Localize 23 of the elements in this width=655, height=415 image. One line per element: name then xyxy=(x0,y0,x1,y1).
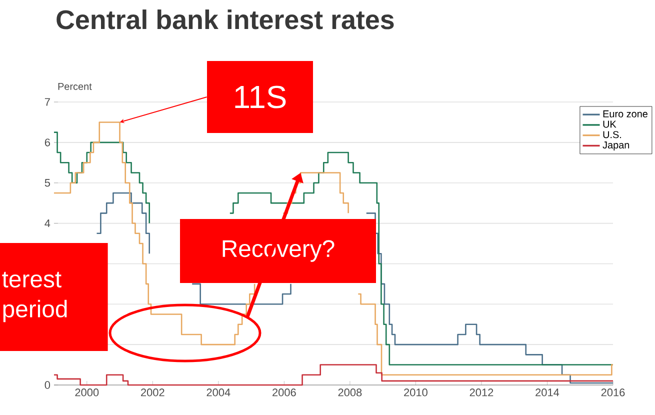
x-tick-label: 2000 xyxy=(75,388,99,396)
legend-label: U.S. xyxy=(603,131,622,138)
x-tick-label: 2014 xyxy=(536,388,560,396)
x-tick-label: 2006 xyxy=(272,388,296,396)
annotation: Recovery? xyxy=(222,240,334,262)
y-tick-label: 7 xyxy=(44,98,50,106)
y-tick-label: 0 xyxy=(44,381,50,389)
y-tick-label: 6 xyxy=(44,138,50,146)
y-tick-label: 4 xyxy=(44,220,50,228)
legend-label: Japan xyxy=(602,142,630,150)
x-tick-label: 2002 xyxy=(141,388,164,396)
annotation: 11S xyxy=(235,86,286,108)
x-tick-label: 2008 xyxy=(338,388,362,396)
chart-title: Central bank interest rates xyxy=(56,9,394,30)
x-tick-label: 2012 xyxy=(470,388,494,396)
annotation: terest period xyxy=(2,272,67,322)
legend-label: UK xyxy=(603,120,616,128)
y-axis-title: Percent xyxy=(58,83,92,90)
legend-label: Euro zone xyxy=(603,110,648,118)
x-tick-label: 2010 xyxy=(404,388,428,396)
x-tick-label: 2016 xyxy=(601,388,625,396)
x-tick-label: 2004 xyxy=(206,388,230,396)
y-tick-label: 5 xyxy=(44,179,50,187)
